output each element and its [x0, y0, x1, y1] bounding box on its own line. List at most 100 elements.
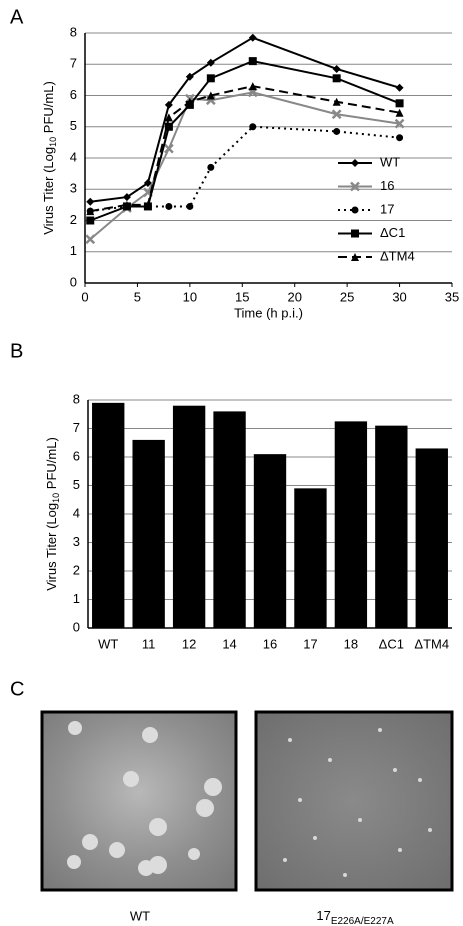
y-axis-title-part: PFU/mL) — [44, 437, 59, 493]
marker — [206, 91, 215, 100]
bar — [375, 425, 408, 628]
x-tick-label: ΔC1 — [379, 636, 404, 651]
x-axis-title: Time (h p.i.) — [234, 305, 303, 320]
y-axis-title-part: PFU/mL) — [41, 81, 56, 137]
marker — [85, 234, 96, 245]
legend-label: ΔTM4 — [380, 248, 415, 263]
y-tick-label: 6 — [73, 448, 80, 463]
x-tick-label: 15 — [235, 289, 249, 304]
plaque-image-mutant — [254, 710, 454, 892]
y-tick-label: 2 — [73, 562, 80, 577]
legend-label: 16 — [380, 178, 394, 193]
marker — [206, 58, 215, 67]
y-tick-label: 7 — [73, 420, 80, 435]
y-tick-label: 8 — [70, 24, 77, 39]
x-tick-label: 18 — [344, 636, 358, 651]
marker — [331, 109, 342, 120]
marker — [206, 74, 215, 83]
marker — [185, 97, 194, 106]
image-label-sub: E226A/E227A — [331, 916, 394, 926]
legend-marker — [351, 159, 359, 167]
marker — [164, 143, 174, 154]
marker — [248, 82, 257, 91]
x-tick-label: 20 — [287, 289, 301, 304]
y-tick-label: 4 — [70, 149, 77, 164]
plaques — [283, 728, 432, 877]
bar — [253, 454, 287, 628]
panel-label: A — [10, 6, 24, 28]
legend-marker — [350, 181, 360, 192]
y-tick-label: 3 — [73, 534, 80, 549]
y-tick-label: 7 — [70, 56, 77, 71]
y-tick-label: 3 — [70, 181, 77, 196]
bar — [294, 488, 327, 628]
marker — [249, 123, 257, 131]
marker — [395, 99, 404, 108]
marker — [248, 33, 257, 42]
marker — [186, 202, 194, 210]
legend-marker — [351, 206, 359, 214]
y-tick-label: 5 — [73, 477, 80, 492]
bar — [334, 421, 368, 628]
y-tick-label: 8 — [73, 391, 80, 406]
y-tick-label: 6 — [70, 87, 77, 102]
panel-label: B — [10, 340, 23, 362]
marker — [143, 200, 152, 209]
marker — [165, 202, 173, 210]
marker — [248, 57, 257, 66]
x-tick-label: 35 — [445, 289, 459, 304]
x-tick-label: 12 — [182, 636, 196, 651]
marker — [396, 134, 404, 142]
x-tick-label: 11 — [142, 636, 156, 651]
x-tick-label: ΔTM4 — [414, 636, 449, 651]
marker — [333, 127, 341, 135]
y-tick-label: 1 — [73, 591, 80, 606]
image-label-main: 17 — [316, 908, 330, 923]
y-axis-title-part: Virus Titer (Log — [44, 503, 59, 591]
x-tick-label: 16 — [263, 636, 277, 651]
marker — [395, 108, 404, 117]
marker — [332, 74, 341, 83]
marker — [122, 200, 131, 209]
plaques — [67, 721, 222, 876]
y-axis-title: Virus Titer (Log10 PFU/mL) — [44, 437, 61, 591]
x-tick-label: 17 — [303, 636, 317, 651]
marker — [164, 122, 173, 131]
marker — [332, 64, 341, 73]
y-tick-label: 2 — [70, 212, 77, 227]
bar — [415, 448, 448, 628]
marker — [207, 163, 215, 171]
marker — [394, 118, 405, 129]
y-tick-label: 0 — [70, 274, 77, 289]
bar — [172, 405, 206, 628]
marker — [164, 100, 173, 109]
bar — [213, 411, 246, 628]
image-label: 17E226A/E227A — [316, 908, 394, 926]
y-axis-title-part: Virus Titer (Log — [41, 147, 56, 235]
y-tick-label: 4 — [73, 505, 80, 520]
marker — [86, 207, 95, 216]
legend-label: WT — [380, 154, 400, 169]
legend-marker — [351, 229, 359, 238]
x-tick-label: 5 — [134, 289, 141, 304]
image-label: WT — [130, 908, 150, 923]
marker — [395, 83, 404, 92]
marker — [164, 113, 173, 122]
x-tick-label: 0 — [81, 289, 88, 304]
y-axis-title-part: 10 — [51, 493, 61, 503]
x-tick-label: WT — [98, 636, 118, 651]
legend-label: ΔC1 — [380, 225, 405, 240]
marker — [86, 197, 95, 206]
marker — [332, 97, 341, 106]
legend-marker — [351, 253, 359, 261]
y-tick-label: 1 — [70, 243, 77, 258]
y-tick-label: 0 — [73, 619, 80, 634]
marker — [143, 179, 152, 187]
marker — [122, 193, 131, 202]
legend-label: 17 — [380, 201, 394, 216]
x-tick-label: 25 — [340, 289, 354, 304]
bar — [92, 402, 125, 628]
plaque-images — [40, 710, 454, 892]
x-tick-label: 10 — [183, 289, 197, 304]
